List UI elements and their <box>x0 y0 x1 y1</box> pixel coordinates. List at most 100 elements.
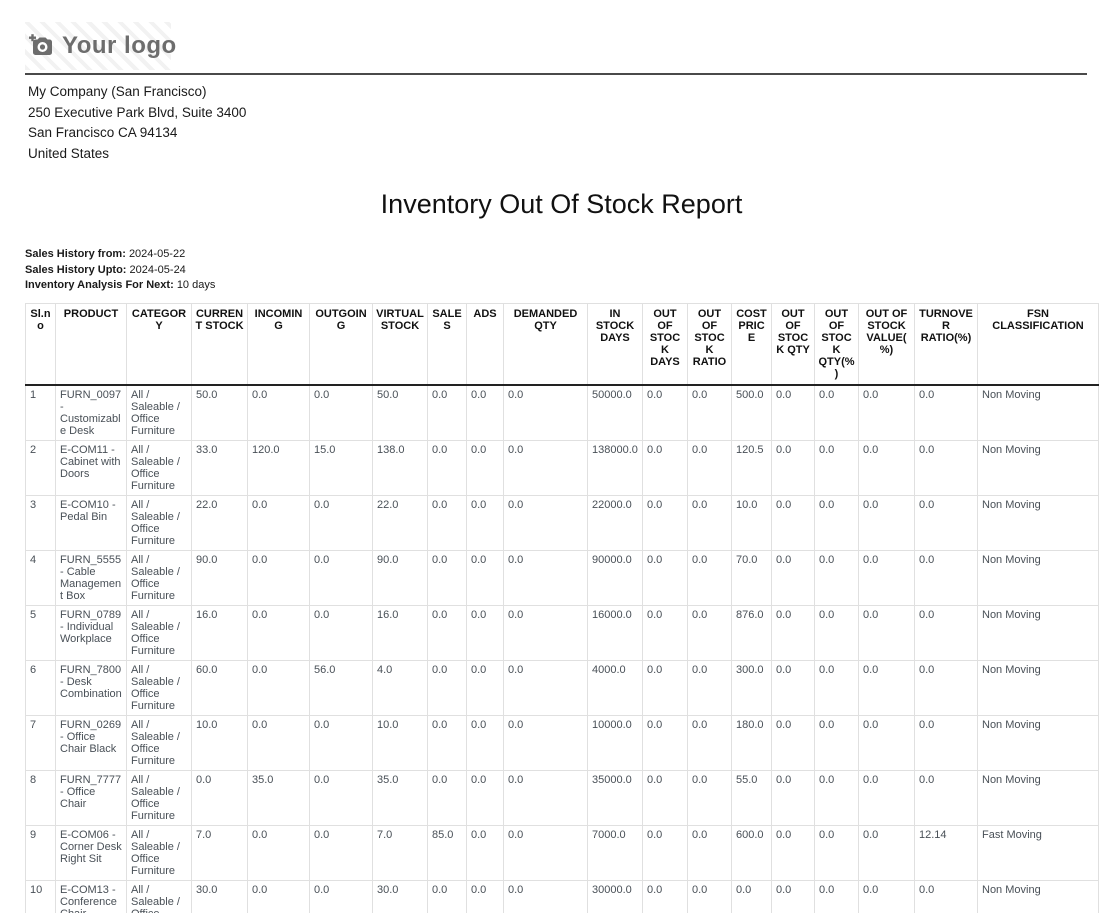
column-header: PRODUCT <box>55 302 127 386</box>
table-cell: 4 <box>25 549 56 606</box>
column-header: OUTGOING <box>309 302 373 386</box>
table-cell: 10.0 <box>731 494 772 551</box>
table-cell: 0.0 <box>858 384 915 441</box>
table-cell: 0.0 <box>771 769 815 826</box>
column-header: FSN CLASSIFICATION <box>977 302 1099 386</box>
table-cell: 8 <box>25 769 56 826</box>
table-cell: 3 <box>25 494 56 551</box>
table-cell: 0.0 <box>466 384 504 441</box>
table-cell: Non Moving <box>977 879 1099 913</box>
table-cell: Non Moving <box>977 659 1099 716</box>
table-cell: 0.0 <box>687 439 732 496</box>
table-cell: Non Moving <box>977 494 1099 551</box>
table-cell: 0.0 <box>814 714 859 771</box>
column-header: OUT OF STOCK DAYS <box>642 302 688 386</box>
table-cell: FURN_0097 - Customizable Desk <box>55 384 127 441</box>
table-cell: All / Saleable / Office Furniture <box>126 714 192 771</box>
table-cell: 0.0 <box>771 824 815 881</box>
company-address-block: My Company (San Francisco) 250 Executive… <box>28 82 1113 164</box>
header-divider <box>25 73 1087 75</box>
table-row: 1 FURN_0097 - Customizable Desk All / Sale… <box>25 384 1099 441</box>
table-cell: 0.0 <box>771 879 815 913</box>
inventory-table: Sl.no PRODUCT CATEGORY CURRENT STOCK INCOMIN… <box>25 302 1099 913</box>
table-cell: 0.0 <box>466 769 504 826</box>
table-header-row: Sl.no PRODUCT CATEGORY CURRENT STOCK INCOMIN… <box>25 302 1099 386</box>
table-cell: 10.0 <box>191 714 248 771</box>
table-cell: 0.0 <box>466 879 504 913</box>
table-cell: 0.0 <box>247 549 310 606</box>
page-title: Inventory Out Of Stock Report <box>380 189 743 219</box>
table-cell: 0.0 <box>771 549 815 606</box>
table-cell: 10000.0 <box>587 714 643 771</box>
company-city: San Francisco CA 94134 <box>28 125 178 140</box>
table-cell: 4000.0 <box>587 659 643 716</box>
table-cell: 0.0 <box>771 714 815 771</box>
table-cell: 0.0 <box>466 714 504 771</box>
table-cell: 7 <box>25 714 56 771</box>
table-cell: 0.0 <box>309 714 373 771</box>
table-cell: 0.0 <box>814 384 859 441</box>
table-cell: 0.0 <box>466 659 504 716</box>
table-cell: Non Moving <box>977 769 1099 826</box>
table-row: 9 E-COM06 - Corner Desk Right Sit All / Sa… <box>25 824 1099 881</box>
table-cell: Non Moving <box>977 714 1099 771</box>
table-cell: E-COM06 - Corner Desk Right Sit <box>55 824 127 881</box>
table-cell: 22.0 <box>191 494 248 551</box>
table-row: 8 FURN_7777 - Office Chair All / Saleable … <box>25 769 1099 826</box>
table-cell: 0.0 <box>814 549 859 606</box>
meta-label: Sales History from: <box>25 248 126 260</box>
table-cell: 0.0 <box>687 494 732 551</box>
table-cell: 55.0 <box>731 769 772 826</box>
table-cell: 0.0 <box>247 384 310 441</box>
table-cell: 0.0 <box>814 604 859 661</box>
table-cell: 0.0 <box>642 824 688 881</box>
table-cell: 0.0 <box>427 439 467 496</box>
table-cell: Fast Moving <box>977 824 1099 881</box>
table-cell: 50.0 <box>191 384 248 441</box>
table-cell: All / Saleable / Office Furniture <box>126 659 192 716</box>
table-row: 6 FURN_7800 - Desk Combination All / Salea… <box>25 659 1099 716</box>
table-cell: 0.0 <box>687 549 732 606</box>
company-street: 250 Executive Park Blvd, Suite 3400 <box>28 104 247 120</box>
table-cell: 0.0 <box>503 824 588 881</box>
table-cell: 0.0 <box>858 549 915 606</box>
column-header: INCOMING <box>247 302 310 386</box>
table-cell: 0.0 <box>858 604 915 661</box>
table-cell: 0.0 <box>503 714 588 771</box>
table-cell: 85.0 <box>427 824 467 881</box>
table-cell: 0.0 <box>466 549 504 606</box>
table-cell: 16000.0 <box>587 604 643 661</box>
table-cell: 0.0 <box>309 879 373 913</box>
table-cell: 6 <box>25 659 56 716</box>
table-cell: FURN_7777 - Office Chair <box>55 769 127 826</box>
table-cell: 30.0 <box>191 879 248 913</box>
table-cell: 0.0 <box>814 879 859 913</box>
table-cell: Non Moving <box>977 549 1099 606</box>
table-cell: 0.0 <box>858 769 915 826</box>
table-cell: 0.0 <box>503 384 588 441</box>
table-cell: 0.0 <box>247 714 310 771</box>
column-header: OUT OF STOCK QTY <box>771 302 815 386</box>
table-cell: 0.0 <box>814 659 859 716</box>
table-cell: 0.0 <box>858 824 915 881</box>
table-cell: 9 <box>25 824 56 881</box>
table-body: 1 FURN_0097 - Customizable Desk All / Sale… <box>25 384 1099 913</box>
meta-label: Sales History Upto: <box>25 263 127 276</box>
table-cell: 30.0 <box>372 879 428 913</box>
table-cell: 0.0 <box>427 714 467 771</box>
table-cell: 0.0 <box>687 769 732 826</box>
table-cell: 138.0 <box>372 439 428 496</box>
table-cell: FURN_0789 - Individual Workplace <box>55 604 127 661</box>
table-cell: 5 <box>25 604 56 661</box>
table-cell: 180.0 <box>731 714 772 771</box>
column-header: DEMANDED QTY <box>503 302 588 386</box>
table-cell: All / Saleable / Office Furniture <box>126 494 192 551</box>
table-cell: 0.0 <box>687 879 732 913</box>
table-cell: 138000.0 <box>587 439 643 496</box>
table-cell: 0.0 <box>427 494 467 551</box>
table-cell: 0.0 <box>858 714 915 771</box>
table-cell: 0.0 <box>427 769 467 826</box>
table-cell: All / Saleable / Office Furniture <box>126 604 192 661</box>
table-cell: 22000.0 <box>587 494 643 551</box>
